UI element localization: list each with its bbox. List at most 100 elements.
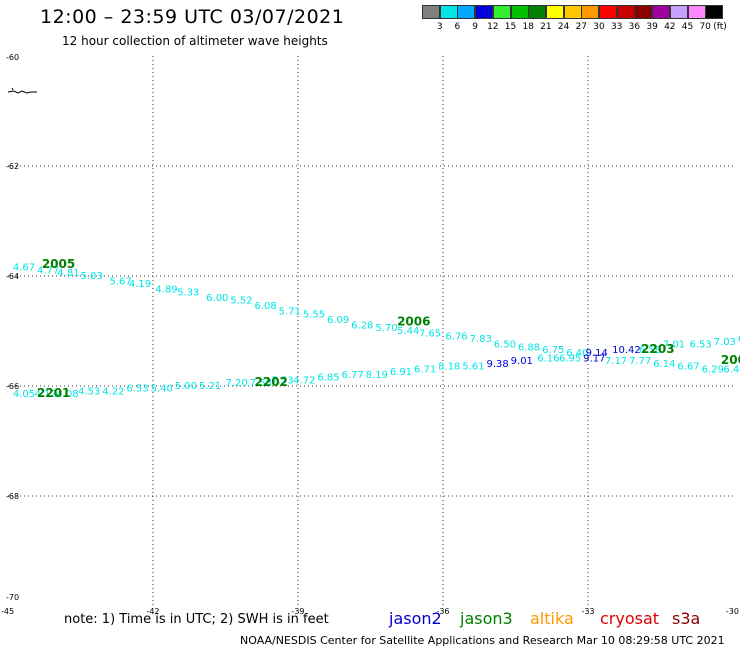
wave-height-value: 4.08 [56, 389, 78, 400]
wave-height-value: 6.16 [537, 353, 559, 364]
color-swatch [545, 5, 564, 19]
wave-height-value: 7.65 [419, 329, 441, 340]
plot-grid [8, 56, 733, 606]
color-scale-label: 39 [646, 22, 658, 32]
wave-height-value: 6.67 [677, 362, 699, 373]
satellite-label-altika: altika [530, 609, 574, 628]
y-tick-label: -68 [6, 492, 19, 501]
wave-height-value: 6.08 [255, 301, 277, 312]
color-swatch [581, 5, 600, 19]
wave-height-value: 6.75 [542, 345, 564, 356]
color-swatch [422, 5, 440, 19]
color-scale-label: 9 [472, 22, 478, 32]
axis-tick-labels: -45 -42 -39 -36 -33 -30 -60 -62 -64 -66 -68 -70 [1, 53, 739, 616]
wave-height-value: 6.91 [390, 367, 412, 378]
wave-height-value: 6.85 [738, 334, 740, 345]
wave-height-value: 5.00 [175, 381, 197, 392]
color-swatch [669, 5, 688, 19]
color-scale-label: 24 [557, 22, 570, 32]
y-tick-label: -70 [6, 593, 19, 602]
wave-height-value: 6.85 [317, 373, 339, 384]
footer-credit: NOAA/NESDIS Center for Satellite Applica… [240, 634, 725, 647]
x-tick-label: -30 [726, 607, 739, 616]
y-tick-label: -62 [6, 162, 19, 171]
wave-height-value: 6.53 [690, 340, 712, 351]
wave-height-value: 6.58 [639, 345, 661, 356]
y-tick-label: -66 [6, 382, 19, 391]
color-swatch [475, 5, 494, 19]
wave-height-value: 4.81 [57, 268, 79, 279]
color-swatch [687, 5, 706, 19]
wave-height-value: 7.17 [605, 356, 627, 367]
wave-height-value: 5.33 [177, 287, 199, 298]
track-time-label: 2007 [721, 353, 740, 367]
wave-height-value: 6.29 [702, 364, 724, 375]
wave-height-value: 6.09 [327, 315, 349, 326]
color-swatch [563, 5, 582, 19]
color-scale-label: 45 [681, 22, 694, 32]
wave-height-value: 6.28 [351, 320, 373, 331]
wave-height-value: 5.52 [230, 296, 252, 307]
wave-height-value: 9.01 [511, 356, 533, 367]
wave-height-value: 4.05 [13, 389, 35, 400]
satellite-label-cryosat: cryosat [600, 609, 660, 628]
color-scale-label: 36 [628, 22, 641, 32]
wave-height-value: 5.44 [397, 326, 419, 337]
wave-height-value: 5.40 [151, 384, 173, 395]
color-scale-unit: (ft) [713, 22, 727, 32]
color-scale-label: 21 [540, 22, 552, 32]
color-swatch [439, 5, 458, 19]
wave-height-value: 7.03 [714, 337, 736, 348]
wave-height-value: 8.18 [438, 362, 460, 373]
wave-height-value: 6.77 [342, 370, 364, 381]
wave-height-value: 6.00 [206, 293, 228, 304]
satellite-label-jason2: jason2 [389, 609, 442, 628]
color-swatch [457, 5, 476, 19]
wave-height-value: 7.58 [250, 378, 272, 389]
track-time-label: 2202 [255, 375, 288, 389]
wave-height-value: 4.22 [102, 386, 124, 397]
track-time-label: 2201 [37, 386, 70, 400]
wave-height-value: 5.61 [462, 362, 484, 373]
wave-height-value: 9.14 [586, 348, 608, 359]
wave-height-value: 6.53 [126, 384, 148, 395]
color-scale-label: 33 [610, 22, 623, 32]
wave-height-values: 4.67 4.774.81 5.03 5.674.19 4.89 5.33 6.00 5.52… [13, 263, 740, 401]
x-tick-label: -36 [436, 607, 449, 616]
wave-height-value: 7.20 [226, 378, 248, 389]
wave-height-value: 6.76 [445, 331, 467, 342]
color-swatch [510, 5, 529, 19]
color-scale-label: 6 [454, 22, 461, 32]
wave-height-value: 5.21 [199, 381, 221, 392]
y-tick-label: -64 [6, 272, 19, 281]
wave-height-value: 5.03 [81, 271, 103, 282]
wave-height-value: 6.44 [723, 364, 740, 375]
wave-height-value: 4.77 [37, 265, 59, 276]
satellite-label-jason3: jason3 [460, 609, 513, 628]
wave-height-value: 5.70 [375, 323, 397, 334]
track-time-label: 2006 [397, 315, 430, 329]
wave-height-value: 5.71 [279, 307, 301, 318]
chart-title: 12:00 – 23:59 UTC 03/07/2021 [40, 6, 345, 28]
wave-height-value: 6.40 [566, 348, 588, 359]
wave-height-value: 4.19 [129, 279, 151, 290]
x-tick-label: -33 [581, 607, 594, 616]
color-swatch [528, 5, 547, 19]
wave-height-value: 10.42 [612, 345, 641, 356]
color-swatch [634, 5, 653, 19]
color-swatch [652, 5, 671, 19]
color-scale-label: 3 [436, 22, 443, 32]
x-tick-label: -42 [146, 607, 159, 616]
chart-subtitle: 12 hour collection of altimeter wave hei… [62, 34, 328, 48]
track-time-label: 2203 [641, 342, 674, 356]
wave-height-value: 4.12 [35, 389, 57, 400]
color-swatch [492, 5, 511, 19]
wave-height-value: 6.14 [653, 359, 675, 370]
wave-height-value: 7.77 [629, 356, 651, 367]
x-tick-label: -45 [1, 607, 14, 616]
color-scale-label: 15 [504, 22, 517, 32]
x-tick-label: -39 [291, 607, 304, 616]
color-scale-label: 30 [593, 22, 605, 32]
